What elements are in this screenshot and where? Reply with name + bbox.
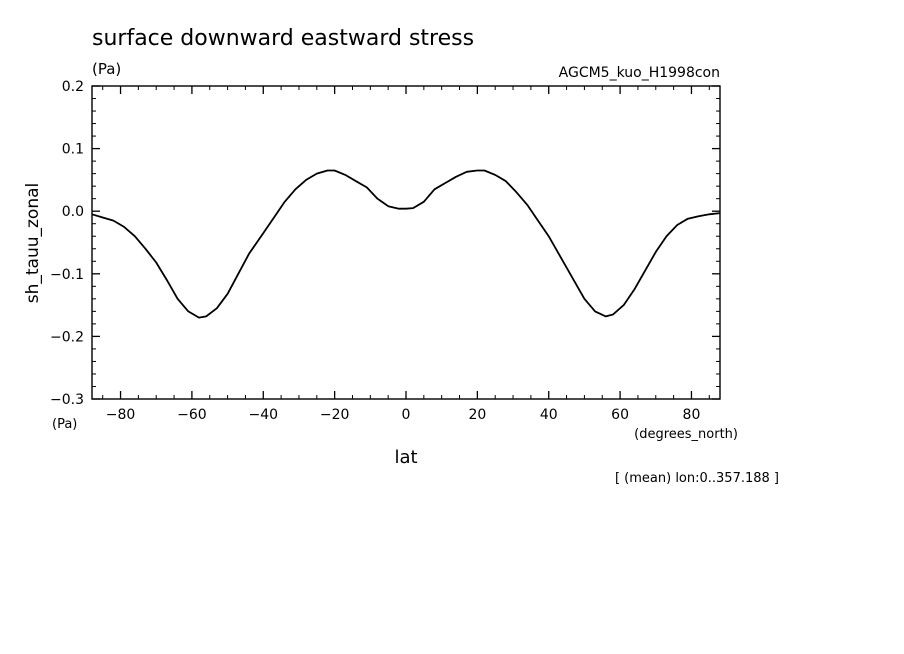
footnote: [ (mean) lon:0..357.188 ] xyxy=(615,471,779,486)
major-ticks xyxy=(92,85,720,400)
y-tick-label: −0.2 xyxy=(50,329,84,345)
x-tick-label: 20 xyxy=(468,407,486,423)
x-tick-label: −20 xyxy=(320,407,350,423)
x-tick-label: −60 xyxy=(177,407,207,423)
x-tick-labels: −80 −60 −40 −20 0 20 40 60 80 xyxy=(106,407,701,423)
y-tick-label: 0.1 xyxy=(62,142,84,158)
minor-ticks xyxy=(92,86,720,399)
y-axis-units: (Pa) xyxy=(52,417,77,432)
plot-frame xyxy=(91,85,721,400)
dataset-label: AGCM5_kuo_H1998con xyxy=(559,65,720,81)
x-tick-label: −80 xyxy=(106,407,136,423)
y-tick-label: −0.3 xyxy=(50,392,84,408)
y-tick-label: 0.2 xyxy=(62,79,84,95)
y-tick-label: −0.1 xyxy=(50,267,84,283)
x-tick-label: 0 xyxy=(402,407,411,423)
x-tick-label: 40 xyxy=(540,407,558,423)
title-units: (Pa) xyxy=(92,60,121,78)
x-tick-label: 80 xyxy=(683,407,701,423)
chart-title: surface downward eastward stress xyxy=(92,26,474,51)
y-tick-labels: −0.3 −0.2 −0.1 0.0 0.1 0.2 xyxy=(50,79,84,408)
x-axis-units: (degrees_north) xyxy=(634,427,738,442)
x-tick-label: 60 xyxy=(611,407,629,423)
x-axis-label: lat xyxy=(394,447,417,468)
y-tick-label: 0.0 xyxy=(62,204,84,220)
series-line xyxy=(91,169,721,319)
x-tick-label: −40 xyxy=(248,407,278,423)
y-axis-label: sh_tauu_zonal xyxy=(23,183,43,304)
